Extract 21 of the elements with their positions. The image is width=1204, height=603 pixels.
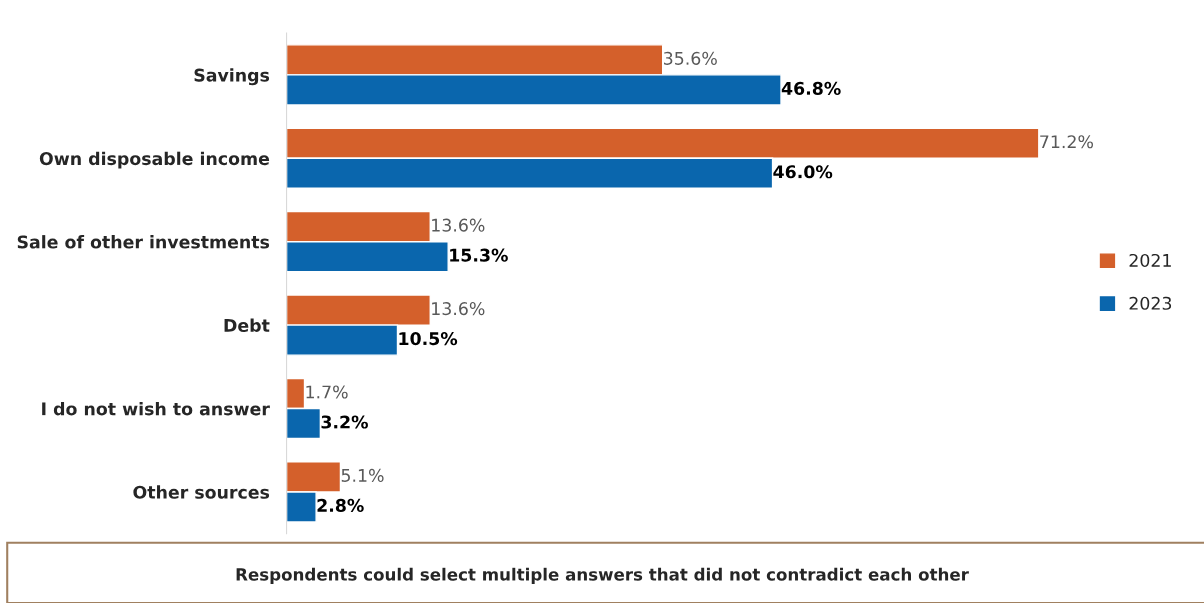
data-label: 71.2% — [1040, 135, 1094, 149]
text: Respondents could select multiple answers that did not contradict each other — [236, 567, 969, 584]
data-label: 2.8% — [317, 498, 364, 512]
data-label: 5.1% — [341, 468, 384, 482]
data-label: 46.8% — [781, 81, 841, 95]
data-label: 35.6% — [664, 51, 717, 65]
y-tick-label: Debt — [224, 318, 270, 332]
y-tick-label: Other sources — [133, 485, 270, 499]
y-tick-label: Own disposable income — [39, 151, 270, 169]
data-label: 3.2% — [321, 415, 368, 429]
data-label: 13.6% — [432, 302, 485, 316]
data-label: 10.5% — [399, 332, 458, 346]
data-label: 46.0% — [773, 165, 833, 179]
y-tick-label: Savings — [194, 68, 270, 86]
legend-label: 2021 — [1129, 253, 1171, 268]
y-tick-label: Sale of other investments — [17, 235, 270, 249]
data-label: 1.7% — [306, 385, 348, 399]
data-label: 15.3% — [450, 248, 508, 262]
data-label: 13.6% — [432, 218, 485, 232]
legend-label: 2023 — [1129, 296, 1172, 310]
y-tick-label: I do not wish to answer — [42, 401, 270, 416]
